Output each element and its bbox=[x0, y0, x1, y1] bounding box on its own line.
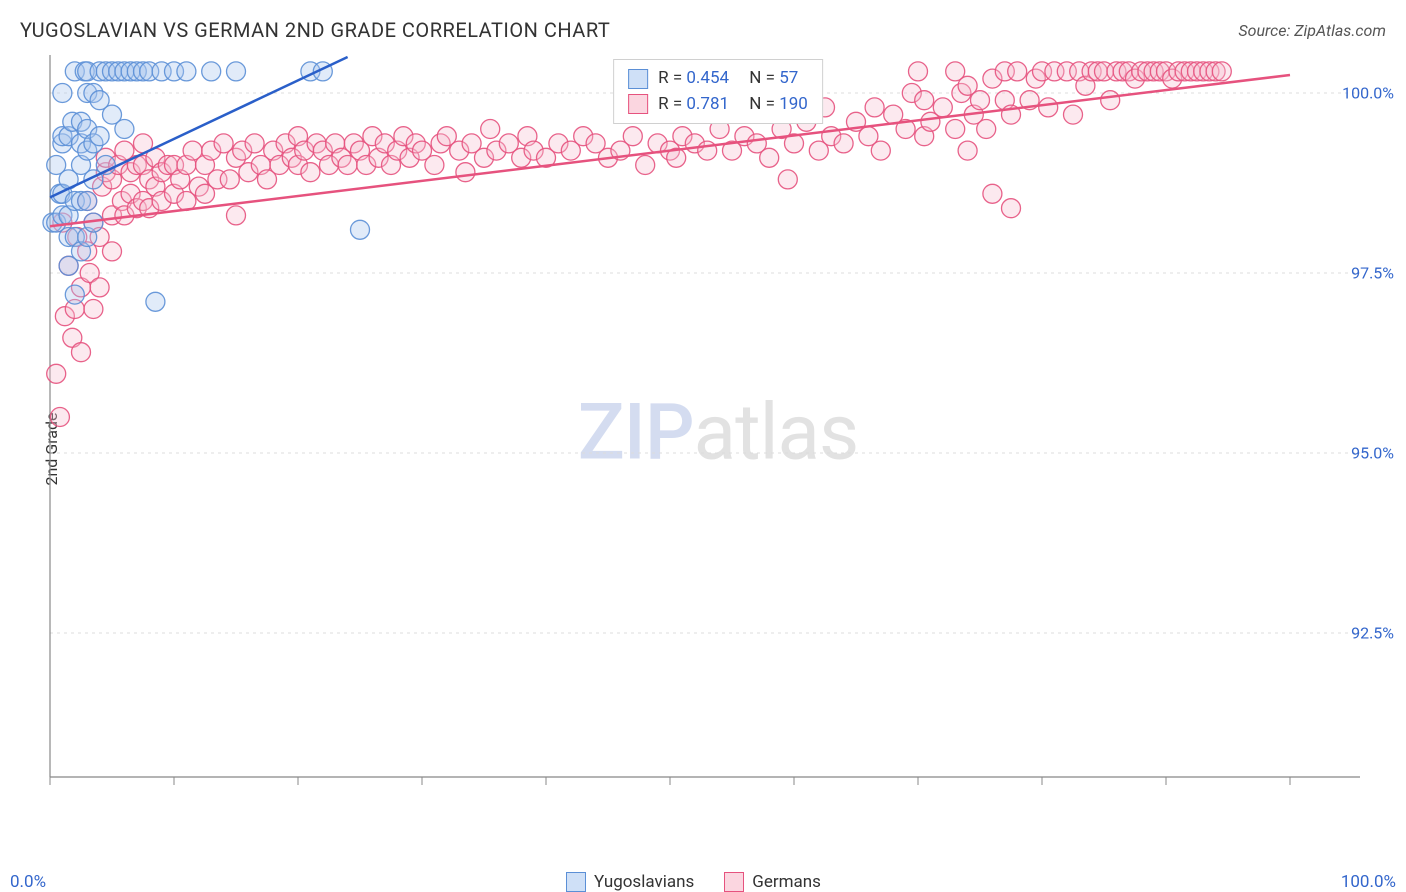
chart-container: 2nd Grade ZIPatlas R = 0.454 N = 57R = 0… bbox=[40, 55, 1396, 842]
y-tick-label: 97.5% bbox=[1351, 264, 1394, 283]
chart-title: YUGOSLAVIAN VS GERMAN 2ND GRADE CORRELAT… bbox=[20, 18, 610, 42]
bottom-legend: 0.0% Yugoslavians Germans 100.0% bbox=[0, 872, 1406, 892]
legend-swatch bbox=[566, 872, 586, 892]
x-axis-min-label: 0.0% bbox=[10, 872, 46, 892]
y-tick-label: 92.5% bbox=[1351, 624, 1394, 643]
series-legend-item: Germans bbox=[724, 872, 821, 892]
series-legend: Yugoslavians Germans bbox=[566, 872, 821, 892]
x-axis-max-label: 100.0% bbox=[1341, 872, 1396, 892]
series-label: Yugoslavians bbox=[594, 872, 694, 892]
series-legend-item: Yugoslavians bbox=[566, 872, 694, 892]
legend-swatch bbox=[724, 872, 744, 892]
y-tick-label: 95.0% bbox=[1351, 444, 1394, 463]
chart-source: Source: ZipAtlas.com bbox=[1238, 21, 1386, 40]
chart-header: YUGOSLAVIAN VS GERMAN 2ND GRADE CORRELAT… bbox=[0, 0, 1406, 52]
series-label: Germans bbox=[752, 872, 821, 892]
y-tick-label: 100.0% bbox=[1342, 84, 1394, 103]
scatter-plot bbox=[40, 55, 1360, 795]
